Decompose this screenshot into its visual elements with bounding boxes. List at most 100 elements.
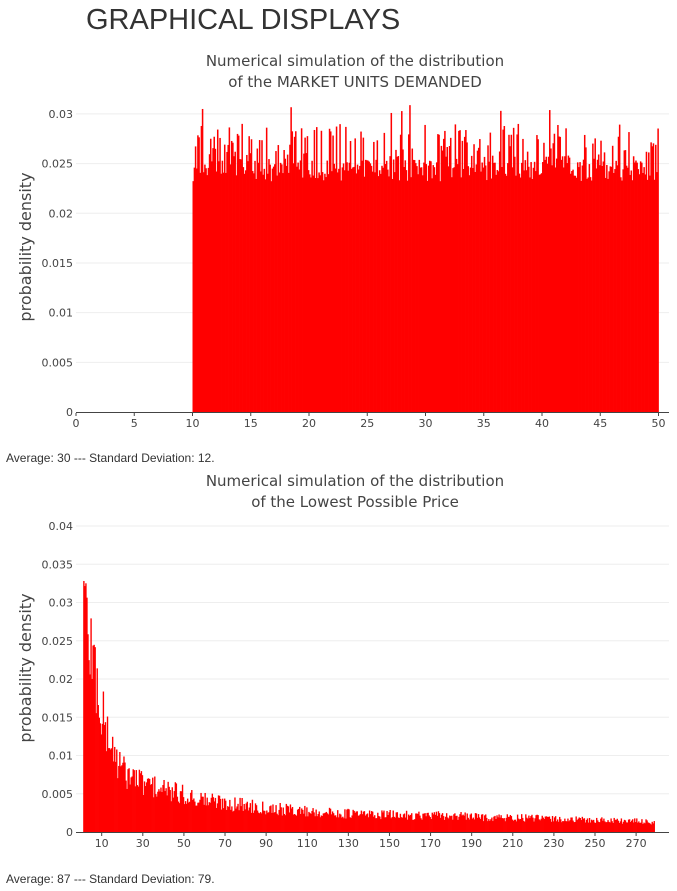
histogram-bar <box>312 808 314 832</box>
histogram-bar <box>429 817 431 832</box>
histogram-bar <box>448 818 450 832</box>
histogram-bar <box>321 815 324 832</box>
histogram-bar <box>319 175 322 412</box>
histogram-bar <box>540 818 542 832</box>
histogram-bar <box>191 790 193 832</box>
histogram-bar <box>374 172 376 412</box>
histogram-bar <box>227 806 229 832</box>
histogram-bar <box>158 789 160 832</box>
histogram-bar <box>351 815 353 832</box>
histogram-bar <box>442 138 445 413</box>
histogram-bar <box>484 165 487 412</box>
histogram-bar <box>558 821 560 832</box>
histogram-bar <box>476 150 479 412</box>
histogram-bar <box>239 159 241 412</box>
histogram-bar <box>475 813 478 832</box>
histogram-bar <box>334 168 337 412</box>
histogram-bar <box>430 161 432 412</box>
histogram-bar <box>585 819 588 832</box>
histogram-bar <box>282 807 284 832</box>
histogram-bar <box>545 156 548 412</box>
histogram-bar <box>255 805 258 832</box>
histogram-bar <box>213 136 215 412</box>
histogram-bar <box>425 816 427 832</box>
histogram-bar <box>578 167 580 412</box>
histogram-bar <box>128 768 130 832</box>
histogram-bar <box>595 822 597 832</box>
histogram-bar <box>375 818 377 832</box>
histogram-bar <box>254 160 256 412</box>
histogram-bar <box>176 796 179 832</box>
histogram-bar <box>392 810 394 832</box>
histogram-bar <box>401 111 403 412</box>
histogram-bar <box>574 175 577 412</box>
y-tick-label: 0.005 <box>42 356 74 369</box>
histogram-bar <box>200 125 203 412</box>
histogram-bar <box>116 749 118 832</box>
histogram-bar <box>257 162 260 412</box>
histogram-bar <box>589 822 592 832</box>
histogram-bar <box>353 166 355 412</box>
x-tick-label: 25 <box>360 417 374 430</box>
histogram-bar <box>284 815 287 832</box>
histogram-bar <box>655 144 657 412</box>
x-tick-label: 130 <box>338 837 359 850</box>
histogram-bar <box>450 816 452 832</box>
histogram-bar <box>484 815 486 832</box>
histogram-bar <box>197 802 199 832</box>
histogram-bar <box>432 165 435 412</box>
histogram-bar <box>633 822 635 832</box>
histogram-bar <box>434 174 437 412</box>
histogram-bar <box>648 152 650 413</box>
histogram-bar <box>363 176 366 412</box>
histogram-bar <box>256 810 259 832</box>
histogram-bar <box>652 143 655 413</box>
histogram-bar <box>608 821 610 832</box>
histogram-bar <box>157 791 159 832</box>
histogram-bar <box>366 160 368 412</box>
histogram-bar <box>467 166 469 412</box>
histogram-bar <box>639 161 642 412</box>
histogram-bar <box>230 809 232 832</box>
histogram-bar <box>644 823 646 832</box>
histogram-bar <box>297 808 300 832</box>
histogram-bar <box>240 159 242 412</box>
histogram-bar <box>373 816 375 832</box>
histogram-bar <box>323 813 326 832</box>
histogram-bar <box>307 170 310 412</box>
histogram-bar <box>411 148 414 413</box>
y-tick-labels: 0 0.005 0.01 0.015 0.02 0.025 0.03 0.035 0.04 <box>42 520 74 839</box>
histogram-bar <box>564 156 566 412</box>
histogram-bar <box>138 769 141 832</box>
histogram-bar <box>84 586 86 832</box>
histogram-bar <box>83 580 85 832</box>
histogram-bar <box>555 158 558 412</box>
histogram-bar <box>293 136 296 413</box>
histogram-bar <box>225 172 227 412</box>
histogram-bar <box>368 161 370 412</box>
histogram-bar <box>466 142 468 412</box>
histogram-bar <box>539 820 541 832</box>
histogram-bar <box>578 817 580 832</box>
histogram-bar <box>593 158 595 412</box>
histogram-bar <box>534 818 536 832</box>
histogram-bar <box>235 175 238 412</box>
histogram-bar <box>371 811 374 832</box>
histogram-bar <box>553 133 556 413</box>
histogram-bar <box>422 175 424 412</box>
x-tick-label: 45 <box>593 417 607 430</box>
histogram-bar <box>121 765 123 832</box>
histogram-bar <box>134 786 136 832</box>
histogram-bar <box>143 781 146 832</box>
histogram-bar <box>429 160 431 412</box>
histogram-bar <box>215 807 218 832</box>
histogram-bar <box>86 597 88 832</box>
histogram-bar <box>195 805 197 832</box>
x-tick-label: 50 <box>177 837 191 850</box>
histogram-bar <box>554 167 557 412</box>
histogram-bar <box>369 163 372 412</box>
histogram-bar <box>332 135 334 413</box>
histogram-bar <box>270 181 273 412</box>
y-axis-label: probability density <box>16 172 35 321</box>
histogram-bar <box>399 813 402 832</box>
